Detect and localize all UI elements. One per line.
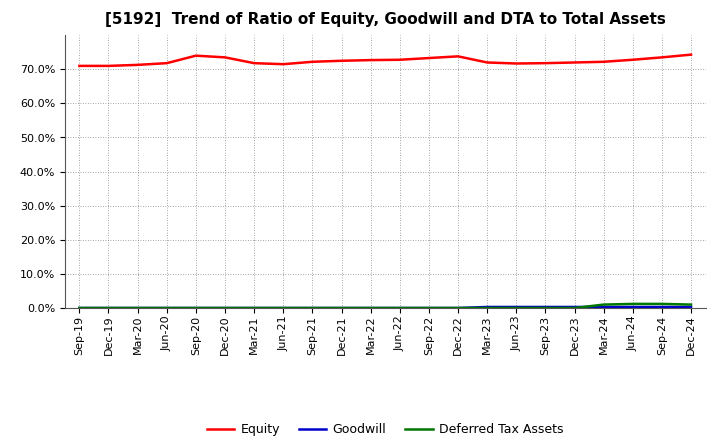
Goodwill	[192, 305, 200, 311]
Goodwill	[308, 305, 317, 311]
Deferred Tax Assets	[104, 305, 113, 311]
Goodwill	[279, 305, 287, 311]
Equity	[75, 63, 84, 69]
Goodwill	[629, 304, 637, 310]
Equity	[483, 60, 492, 65]
Equity	[192, 53, 200, 58]
Goodwill	[366, 305, 375, 311]
Goodwill	[337, 305, 346, 311]
Deferred Tax Assets	[687, 302, 696, 307]
Equity	[163, 61, 171, 66]
Goodwill	[599, 304, 608, 310]
Title: [5192]  Trend of Ratio of Equity, Goodwill and DTA to Total Assets: [5192] Trend of Ratio of Equity, Goodwil…	[105, 12, 665, 27]
Equity	[104, 63, 113, 69]
Deferred Tax Assets	[599, 302, 608, 307]
Goodwill	[163, 305, 171, 311]
Deferred Tax Assets	[192, 305, 200, 311]
Equity	[512, 61, 521, 66]
Goodwill	[483, 304, 492, 310]
Goodwill	[220, 305, 229, 311]
Deferred Tax Assets	[337, 305, 346, 311]
Equity	[425, 55, 433, 61]
Goodwill	[425, 305, 433, 311]
Equity	[366, 58, 375, 63]
Equity	[395, 57, 404, 62]
Legend: Equity, Goodwill, Deferred Tax Assets: Equity, Goodwill, Deferred Tax Assets	[202, 418, 569, 440]
Deferred Tax Assets	[279, 305, 287, 311]
Deferred Tax Assets	[425, 305, 433, 311]
Goodwill	[104, 305, 113, 311]
Goodwill	[250, 305, 258, 311]
Equity	[308, 59, 317, 64]
Equity	[279, 62, 287, 67]
Goodwill	[570, 304, 579, 310]
Equity	[599, 59, 608, 64]
Deferred Tax Assets	[133, 305, 142, 311]
Equity	[570, 60, 579, 65]
Line: Equity: Equity	[79, 55, 691, 66]
Deferred Tax Assets	[570, 305, 579, 311]
Line: Deferred Tax Assets: Deferred Tax Assets	[79, 304, 691, 308]
Goodwill	[395, 305, 404, 311]
Deferred Tax Assets	[308, 305, 317, 311]
Goodwill	[687, 304, 696, 310]
Equity	[687, 52, 696, 57]
Deferred Tax Assets	[395, 305, 404, 311]
Deferred Tax Assets	[220, 305, 229, 311]
Deferred Tax Assets	[541, 305, 550, 311]
Goodwill	[454, 305, 462, 311]
Deferred Tax Assets	[657, 301, 666, 307]
Goodwill	[75, 305, 84, 311]
Deferred Tax Assets	[454, 305, 462, 311]
Goodwill	[541, 304, 550, 310]
Equity	[541, 61, 550, 66]
Equity	[133, 62, 142, 67]
Line: Goodwill: Goodwill	[79, 307, 691, 308]
Deferred Tax Assets	[629, 301, 637, 307]
Equity	[250, 61, 258, 66]
Equity	[220, 55, 229, 60]
Deferred Tax Assets	[250, 305, 258, 311]
Equity	[454, 54, 462, 59]
Goodwill	[512, 304, 521, 310]
Deferred Tax Assets	[75, 305, 84, 311]
Goodwill	[657, 304, 666, 310]
Equity	[657, 55, 666, 60]
Deferred Tax Assets	[512, 305, 521, 311]
Equity	[629, 57, 637, 62]
Deferred Tax Assets	[163, 305, 171, 311]
Deferred Tax Assets	[366, 305, 375, 311]
Deferred Tax Assets	[483, 305, 492, 311]
Goodwill	[133, 305, 142, 311]
Equity	[337, 58, 346, 63]
